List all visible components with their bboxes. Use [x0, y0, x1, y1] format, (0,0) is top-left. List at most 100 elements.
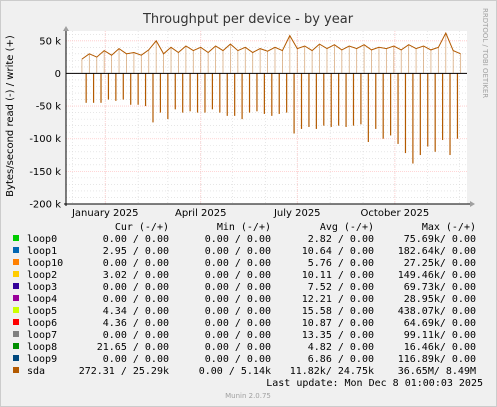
legend-swatch [13, 283, 19, 289]
legend-name: loop8 [27, 342, 57, 353]
x-tick-label: April 2025 [175, 208, 226, 219]
legend-value-cur: 0.00 / 0.00 [103, 354, 169, 365]
minor-grid [66, 31, 467, 204]
legend-value-avg: 15.58 / 0.00 [302, 306, 374, 317]
legend-value-avg: 5.76 / 0.00 [308, 258, 374, 269]
x-tick-labels: January 2025 April 2025 July 2025 October 2… [71, 208, 429, 219]
legend-value-min: 0.00 / 0.00 [205, 294, 271, 305]
legend-value-min: 0.00 / 0.00 [205, 246, 271, 257]
x-axis-arrow [470, 201, 475, 207]
legend-swatch [13, 367, 19, 373]
legend-value-max: 182.64k/ 0.00 [398, 246, 476, 257]
legend-value-max: 69.73k/ 0.00 [404, 282, 476, 293]
x-tick-label: July 2025 [273, 208, 321, 219]
legend-value-min: 0.00 / 0.00 [205, 282, 271, 293]
legend-name: loop2 [27, 270, 57, 281]
legend-name: loop7 [27, 330, 57, 341]
series-sda [81, 31, 462, 164]
legend-name: loop1 [27, 246, 57, 257]
legend-value-avg: 11.82k/ 24.75k [290, 366, 374, 377]
legend-value-avg: 10.87 / 0.00 [302, 318, 374, 329]
legend-value-avg: 6.86 / 0.00 [308, 354, 374, 365]
legend-value-cur: 0.00 / 0.00 [103, 294, 169, 305]
legend-value-avg: 10.64 / 0.00 [302, 246, 374, 257]
legend-value-min: 0.00 / 0.00 [205, 354, 271, 365]
legend-value-avg: 4.82 / 0.00 [308, 342, 374, 353]
legend-value-min: 0.00 / 0.00 [205, 306, 271, 317]
legend-value-max: 36.65M/ 8.49M [398, 366, 476, 377]
legend-value-cur: 272.31 / 25.29k [79, 366, 169, 377]
legend-header-min: Min (-/+) [217, 222, 271, 233]
legend-value-max: 16.46k/ 0.00 [404, 342, 476, 353]
y-tick-label: -100 k [29, 134, 61, 145]
legend-swatch [13, 247, 19, 253]
legend-value-min: 0.00 / 0.00 [205, 330, 271, 341]
legend-swatch [13, 259, 19, 265]
legend-name: loop4 [27, 294, 57, 305]
plot-canvas [66, 31, 467, 204]
legend-value-min: 0.00 / 0.00 [205, 234, 271, 245]
legend-value-min: 0.00 / 0.00 [205, 258, 271, 269]
y-tick-label: 0 [55, 69, 61, 80]
legend-header-avg: Avg (-/+) [320, 222, 374, 233]
write-line [81, 31, 461, 60]
legend-swatch [13, 331, 19, 337]
y-axis-arrow [63, 26, 69, 31]
legend-name: loop5 [27, 306, 57, 317]
legend-name: loop6 [27, 318, 57, 329]
legend-value-cur: 0.00 / 0.00 [103, 330, 169, 341]
legend-value-cur: 4.36 / 0.00 [103, 318, 169, 329]
legend-value-max: 28.95k/ 0.00 [404, 294, 476, 305]
legend-value-avg: 7.52 / 0.00 [308, 282, 374, 293]
x-tick-label: January 2025 [71, 208, 139, 219]
legend: Cur (-/+) Min (-/+) Avg (-/+) Max (-/+) loop… [13, 222, 476, 377]
last-update: Last update: Mon Dec 8 01:00:03 2025 [266, 378, 483, 389]
legend-swatch [13, 307, 19, 313]
chart-title: Throughput per device - by year [142, 12, 354, 27]
legend-value-max: 116.89k/ 0.00 [398, 354, 476, 365]
legend-name: sda [27, 366, 45, 377]
legend-value-max: 438.07k/ 0.00 [398, 306, 476, 317]
x-tick-label: October 2025 [361, 208, 430, 219]
legend-value-min: 0.00 / 0.00 [205, 342, 271, 353]
legend-header-max: Max (-/+) [422, 222, 476, 233]
legend-value-avg: 2.82 / 0.00 [308, 234, 374, 245]
legend-value-cur: 4.34 / 0.00 [103, 306, 169, 317]
y-tick-label: -150 k [29, 167, 61, 178]
legend-value-min: 0.00 / 0.00 [205, 318, 271, 329]
legend-value-cur: 0.00 / 0.00 [103, 234, 169, 245]
legend-value-cur: 3.02 / 0.00 [103, 270, 169, 281]
legend-name: loop3 [27, 282, 57, 293]
legend-name: loop0 [27, 234, 57, 245]
legend-value-cur: 0.00 / 0.00 [103, 258, 169, 269]
legend-name: loop10 [27, 258, 63, 269]
legend-value-max: 64.69k/ 0.00 [404, 318, 476, 329]
legend-swatch [13, 355, 19, 361]
legend-value-max: 75.69k/ 0.00 [404, 234, 476, 245]
legend-header-cur: Cur (-/+) [115, 222, 169, 233]
y-tick-labels: 50 k 0 -50 k -100 k -150 k -200 k [29, 36, 61, 210]
legend-value-max: 27.25k/ 0.00 [404, 258, 476, 269]
legend-swatch [13, 295, 19, 301]
legend-swatch [13, 343, 19, 349]
legend-value-cur: 21.65 / 0.00 [97, 342, 169, 353]
legend-name: loop9 [27, 354, 57, 365]
legend-value-avg: 13.35 / 0.00 [302, 330, 374, 341]
legend-swatch [13, 235, 19, 241]
y-tick-label: 50 k [39, 36, 61, 47]
y-axis-label: Bytes/second read (-) / write (+) [5, 35, 16, 197]
legend-value-cur: 2.95 / 0.00 [103, 246, 169, 257]
legend-value-max: 149.46k/ 0.00 [398, 270, 476, 281]
legend-swatch [13, 271, 19, 277]
legend-value-avg: 12.21 / 0.00 [302, 294, 374, 305]
y-tick-label: -200 k [29, 200, 61, 211]
legend-value-max: 99.11k/ 0.00 [404, 330, 476, 341]
legend-value-min: 0.00 / 0.00 [205, 270, 271, 281]
y-tick-label: -50 k [36, 102, 62, 113]
legend-value-cur: 0.00 / 0.00 [103, 282, 169, 293]
munin-version: Munin 2.0.75 [225, 392, 271, 400]
legend-value-min: 0.00 / 5.14k [199, 366, 271, 377]
legend-value-avg: 10.11 / 0.00 [302, 270, 374, 281]
rrdtool-watermark: RRDTOOL / TOBI OETIKER [481, 8, 489, 98]
